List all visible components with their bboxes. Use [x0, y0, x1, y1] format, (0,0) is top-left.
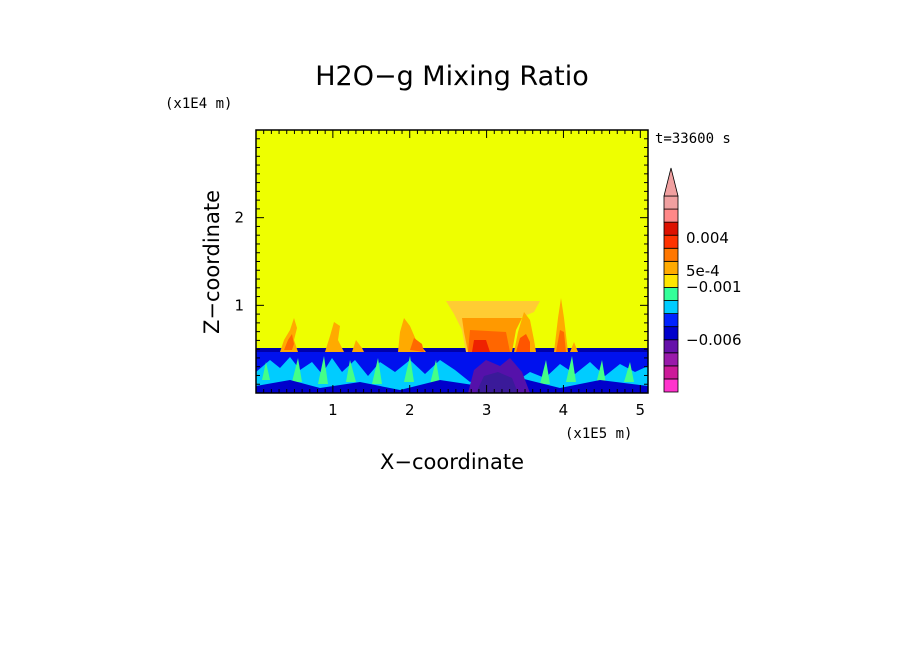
plume-3-core	[410, 338, 424, 352]
colorbar-level	[663, 300, 679, 314]
x-tick-label: 2	[405, 401, 415, 419]
chart-title: H2O−g Mixing Ratio	[315, 61, 589, 92]
y-tick-label: 2	[234, 209, 244, 227]
x-tick-label: 5	[636, 401, 646, 419]
y-tick-label: 1	[234, 296, 244, 314]
x-scale-note: (x1E5 m)	[565, 426, 632, 442]
heatmap-field	[256, 130, 648, 393]
x-axis-label: X−coordinate	[380, 450, 524, 474]
colorbar-level	[663, 273, 679, 288]
colorbar-level	[663, 195, 679, 210]
y-axis-label: Z−coordinate	[200, 190, 224, 334]
colorbar-level	[663, 208, 679, 223]
colorbar-level	[663, 378, 679, 393]
colorbar-label: −0.006	[686, 331, 742, 349]
plume-3	[398, 318, 426, 352]
x-tick-label: 4	[559, 401, 569, 419]
time-label: t=33600 s	[655, 131, 731, 147]
colorbar-level	[663, 287, 679, 301]
colorbar-level	[663, 221, 679, 236]
plume-1-core	[284, 334, 294, 350]
colorbar-level	[663, 313, 679, 328]
plume-6-core	[556, 330, 566, 352]
colorbar-level	[663, 247, 679, 262]
colorbar-extend-arrow	[663, 167, 679, 197]
colorbar-label: 5e-4	[686, 262, 720, 280]
colorbar-level	[663, 326, 679, 341]
colorbar: 0.004 5e-4−0.001 −0.006	[663, 167, 742, 393]
plume-2	[325, 322, 344, 352]
y-scale-note: (x1E4 m)	[165, 96, 232, 112]
colorbar-level	[663, 260, 679, 275]
cloud-red-1	[472, 340, 490, 352]
plume-5-core	[516, 334, 530, 352]
colorbar-label: −0.001	[686, 278, 742, 296]
plume-4	[352, 340, 364, 352]
x-tick-label: 1	[328, 401, 338, 419]
colorbar-label: 0.004	[686, 229, 729, 247]
boundary-layer-top	[256, 348, 648, 352]
colorbar-level	[663, 352, 679, 367]
axis-ticks: 1 2 3 4 5 1 2	[234, 130, 648, 419]
colorbar-level	[663, 234, 679, 249]
colorbar-level	[663, 365, 679, 380]
colorbar-level	[663, 339, 679, 354]
plume-7	[570, 342, 578, 352]
x-tick-label: 3	[482, 401, 492, 419]
deep-blue-patches	[256, 378, 648, 393]
